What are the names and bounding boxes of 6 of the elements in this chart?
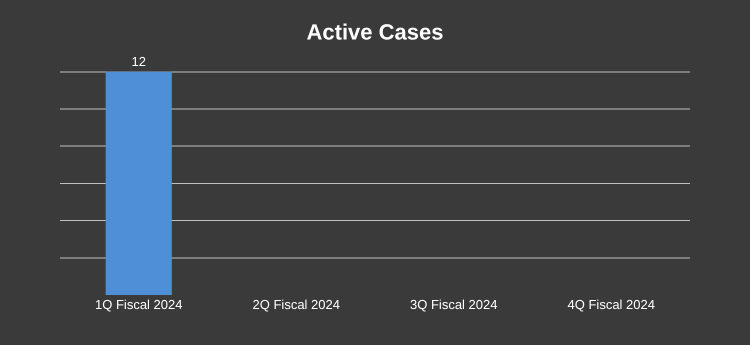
x-tick-label: 1Q Fiscal 2024 [95, 297, 182, 312]
x-tick-label: 2Q Fiscal 2024 [252, 297, 340, 312]
x-tick-label: 3Q Fiscal 2024 [410, 297, 498, 312]
chart-title: Active Cases [306, 20, 444, 45]
x-tick-label: 4Q Fiscal 2024 [568, 297, 655, 312]
data-label: 12 [132, 54, 146, 69]
